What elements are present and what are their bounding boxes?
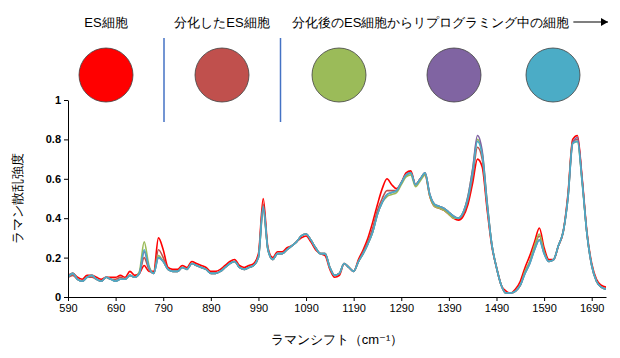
y-tick-mark — [64, 100, 68, 101]
x-tick: 1690 — [580, 297, 604, 314]
x-tick: 1290 — [390, 297, 414, 314]
x-tick-mark — [68, 297, 69, 301]
group-label: ES細胞 — [84, 15, 127, 30]
y-axis-title: ラマン散乱強度 — [10, 153, 25, 244]
x-tick-mark — [163, 297, 164, 301]
series-swatch — [312, 48, 366, 102]
x-tick-mark — [496, 297, 497, 301]
y-tick: 1 — [55, 94, 68, 106]
y-tick-label: 1 — [55, 94, 61, 106]
chart: ES細胞 分化したES細胞 分化後のES細胞からリプログラミング中の細胞 590 690… — [0, 0, 620, 358]
series-line — [68, 141, 606, 293]
y-tick-label: 0.4 — [46, 212, 62, 224]
y-axis: 0 0.2 0.4 0.6 0.8 1 — [46, 94, 69, 303]
series-swatch — [427, 48, 481, 102]
x-tick-label: 790 — [155, 302, 173, 314]
y-tick: 0.2 — [46, 252, 68, 264]
series-line — [68, 139, 606, 293]
series-swatch — [526, 48, 580, 102]
group-separator — [280, 38, 282, 122]
y-tick: 0 — [55, 291, 68, 303]
x-tick-mark — [306, 297, 307, 301]
x-tick: 1090 — [294, 297, 318, 314]
y-tick: 0.8 — [46, 133, 68, 145]
x-tick-mark — [449, 297, 450, 301]
y-tick-label: 0.2 — [46, 252, 61, 264]
x-tick: 990 — [250, 297, 268, 314]
x-tick: 890 — [202, 297, 220, 314]
x-tick-label: 690 — [107, 302, 125, 314]
x-tick-mark — [401, 297, 402, 301]
group-separator — [163, 38, 165, 122]
x-tick: 1390 — [437, 297, 461, 314]
x-tick-label: 1190 — [342, 302, 366, 314]
series-line — [68, 135, 606, 293]
plot-area — [68, 135, 606, 293]
x-tick-mark — [116, 297, 117, 301]
y-tick-mark — [64, 258, 68, 259]
group-arrow-head — [601, 18, 608, 26]
x-tick: 690 — [107, 297, 125, 314]
x-axis-line — [69, 297, 607, 298]
x-tick-mark — [592, 297, 593, 301]
x-tick-label: 890 — [202, 302, 220, 314]
y-tick-mark — [64, 179, 68, 180]
x-tick: 1490 — [485, 297, 509, 314]
x-tick: 1190 — [342, 297, 366, 314]
y-axis-line — [68, 101, 69, 298]
y-tick-mark — [64, 139, 68, 140]
y-tick-label: 0 — [55, 291, 61, 303]
group-label: 分化後のES細胞からリプログラミング中の細胞 — [292, 15, 569, 30]
x-tick-label: 590 — [59, 302, 77, 314]
x-axis: 590 690 790 890 990 1090 1190 1290 1390 1490 1590 1… — [59, 297, 606, 314]
x-tick-label: 1590 — [532, 302, 556, 314]
x-tick-label: 1390 — [437, 302, 461, 314]
header: ES細胞 分化したES細胞 分化後のES細胞からリプログラミング中の細胞 — [79, 15, 608, 122]
x-tick-label: 1690 — [580, 302, 604, 314]
x-axis-title: ラマンシフト（cm⁻¹） — [271, 332, 404, 347]
y-tick-label: 0.6 — [46, 173, 61, 185]
y-tick-mark — [64, 218, 68, 219]
group-label: 分化したES細胞 — [174, 15, 269, 30]
x-tick-label: 1490 — [485, 302, 509, 314]
x-tick: 790 — [155, 297, 173, 314]
series-swatch — [195, 48, 249, 102]
x-tick-mark — [211, 297, 212, 301]
x-tick-label: 990 — [250, 302, 268, 314]
y-tick-mark — [64, 297, 68, 298]
series-line — [68, 139, 606, 293]
x-tick-label: 1090 — [294, 302, 318, 314]
y-tick-label: 0.8 — [46, 133, 61, 145]
y-tick: 0.6 — [46, 173, 68, 185]
x-tick: 1590 — [532, 297, 556, 314]
x-tick-mark — [354, 297, 355, 301]
series-swatch — [79, 48, 133, 102]
series-line — [68, 135, 606, 293]
x-tick-label: 1290 — [390, 302, 414, 314]
y-tick: 0.4 — [46, 212, 68, 224]
x-tick-mark — [258, 297, 259, 301]
x-tick-mark — [544, 297, 545, 301]
x-tick: 590 — [59, 297, 77, 314]
